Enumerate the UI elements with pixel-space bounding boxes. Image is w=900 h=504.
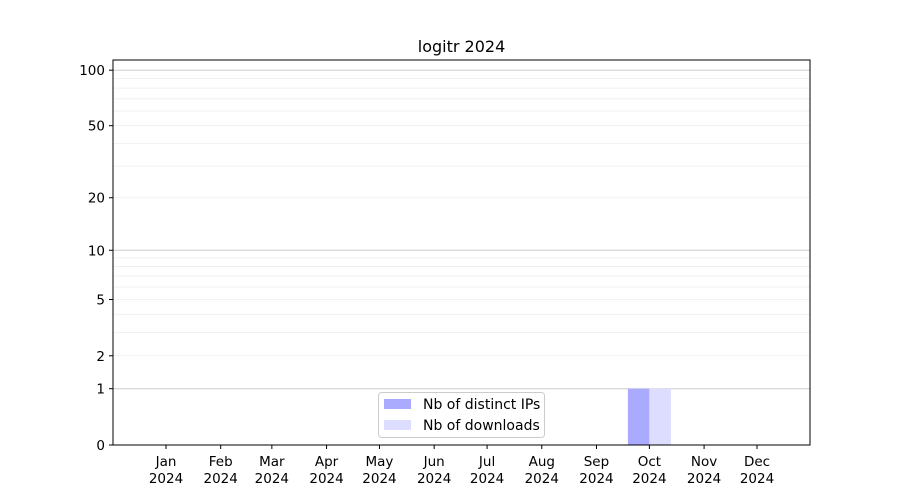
legend-swatch-downloads	[384, 420, 411, 430]
x-tick-label-month: Jun	[423, 454, 445, 470]
y-tick-label: 10	[88, 243, 105, 259]
x-tick-label-year: 2024	[525, 471, 559, 487]
x-tick-label-year: 2024	[632, 471, 666, 487]
y-tick-label: 100	[79, 63, 105, 79]
x-tick-label-month: Aug	[529, 454, 555, 470]
x-tick-label-month: May	[366, 454, 394, 470]
x-axis: Jan2024Feb2024Mar2024Apr2024May2024Jun20…	[149, 445, 774, 487]
x-tick-label-month: Feb	[209, 454, 233, 470]
x-tick-label-month: Dec	[744, 454, 770, 470]
y-tick-label: 20	[88, 191, 105, 207]
x-tick-label-year: 2024	[579, 471, 613, 487]
bars	[627, 388, 671, 445]
x-tick-label-year: 2024	[740, 471, 774, 487]
legend: Nb of distinct IPs Nb of downloads	[378, 392, 545, 438]
x-tick-label-year: 2024	[687, 471, 721, 487]
y-tick-label: 1	[96, 382, 105, 398]
legend-label-distinct-ips: Nb of distinct IPs	[423, 397, 540, 413]
x-tick-label-month: Nov	[691, 454, 717, 470]
grid	[113, 69, 810, 390]
x-tick-label-year: 2024	[417, 471, 451, 487]
x-tick-label-year: 2024	[470, 471, 504, 487]
chart-title: logitr 2024	[418, 37, 506, 56]
x-tick-label-year: 2024	[149, 471, 183, 487]
y-tick-label: 50	[88, 119, 105, 135]
x-tick-label-month: Apr	[315, 454, 339, 470]
x-tick-label-year: 2024	[204, 471, 238, 487]
x-tick-label-year: 2024	[255, 471, 289, 487]
y-tick-label: 5	[96, 292, 105, 308]
plot-frame	[112, 59, 811, 446]
x-tick-label-month: Mar	[259, 454, 285, 470]
x-tick-label-month: Sep	[584, 454, 609, 470]
x-tick-label-year: 2024	[362, 471, 396, 487]
bar-downloads	[649, 388, 671, 445]
x-tick-label-month: Jan	[155, 454, 177, 470]
legend-label-downloads: Nb of downloads	[423, 418, 540, 434]
legend-box	[378, 392, 545, 438]
y-tick-label: 0	[96, 438, 105, 454]
y-tick-label: 2	[96, 349, 105, 365]
x-tick-label-month: Jul	[478, 454, 495, 470]
y-axis: 0 1 2 5 10 20 50 100	[79, 63, 113, 454]
legend-swatch-distinct-ips	[384, 399, 411, 409]
x-tick-label-year: 2024	[309, 471, 343, 487]
x-tick-label-month: Oct	[638, 454, 661, 470]
bar-distinct-ips	[627, 388, 650, 445]
